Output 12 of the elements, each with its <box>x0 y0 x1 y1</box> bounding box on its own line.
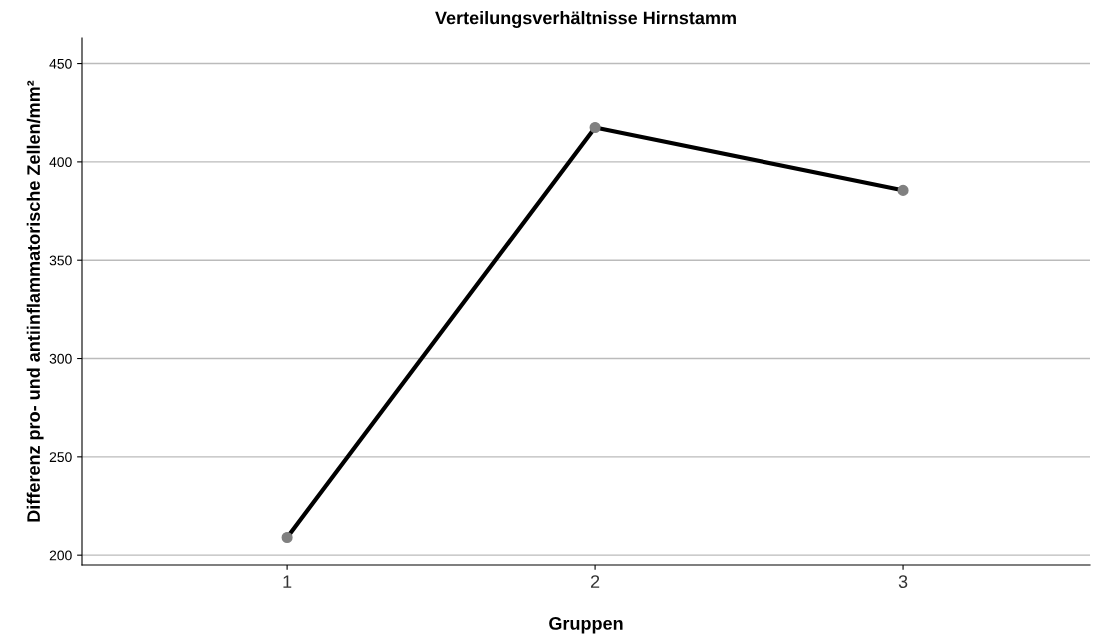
y-tick-label: 450 <box>49 58 72 69</box>
x-tick-label: 3 <box>898 575 908 588</box>
y-tick-label: 250 <box>49 452 72 463</box>
y-tick-label: 350 <box>49 255 72 266</box>
x-tick-label: 2 <box>590 575 600 588</box>
y-tick-label: 400 <box>49 157 72 168</box>
x-axis-title: Gruppen <box>549 617 623 634</box>
chart-title: Verteilungsverhältnisse Hirnstamm <box>435 11 736 28</box>
y-tick-label: 300 <box>49 353 72 364</box>
y-axis-title: Differenz pro- und antiinflammatorische Zellen/mm² <box>26 80 44 522</box>
x-tick-label: 1 <box>283 575 292 588</box>
y-tick-label: 200 <box>49 550 72 561</box>
